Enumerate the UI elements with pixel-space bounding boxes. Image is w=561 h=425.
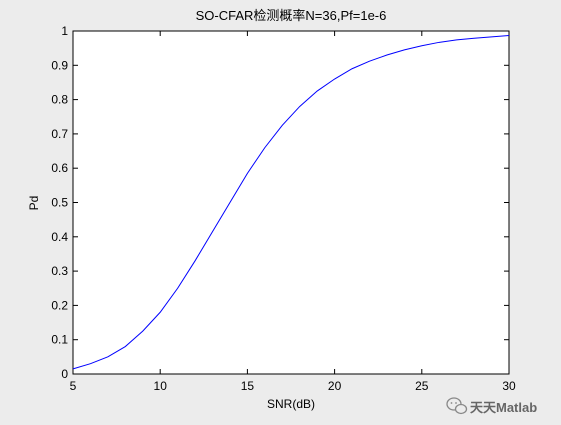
plot-area	[72, 30, 510, 375]
x-tick-label: 30	[502, 379, 516, 393]
y-tick-label: 0.5	[51, 196, 68, 210]
y-axis-label: Pd	[27, 196, 41, 211]
watermark-text: 天天Matlab	[470, 400, 537, 415]
y-tick-label: 0.6	[51, 161, 68, 175]
x-tick-label: 10	[154, 379, 168, 393]
x-tick-label: 5	[70, 379, 77, 393]
series-line	[72, 34, 510, 370]
x-tick-label: 25	[415, 379, 429, 393]
y-axis-ticks: 0 0.1 0.2 0.3 0.4 0.5 0.6 0.7 0.8 0.9 1	[51, 24, 509, 381]
x-tick-label: 20	[328, 379, 342, 393]
y-tick-label: 0.8	[51, 93, 68, 107]
y-tick-label: 0.1	[51, 333, 68, 347]
y-tick-label: 0.7	[51, 127, 68, 141]
watermark: 天天Matlab	[446, 397, 537, 415]
y-tick-label: 0.2	[51, 298, 68, 312]
y-tick-label: 0.9	[51, 58, 68, 72]
y-tick-label: 0.4	[51, 230, 68, 244]
y-tick-label: 1	[61, 24, 68, 38]
wechat-icon	[446, 397, 468, 415]
x-tick-label: 15	[241, 379, 255, 393]
x-axis-ticks: 5 10 15 20 25 30	[70, 31, 516, 393]
x-axis-label: SNR(dB)	[267, 397, 315, 411]
y-tick-label: 0	[61, 367, 68, 381]
chart-title: SO-CFAR检测概率N=36,Pf=1e-6	[196, 8, 387, 23]
y-tick-label: 0.3	[51, 264, 68, 278]
